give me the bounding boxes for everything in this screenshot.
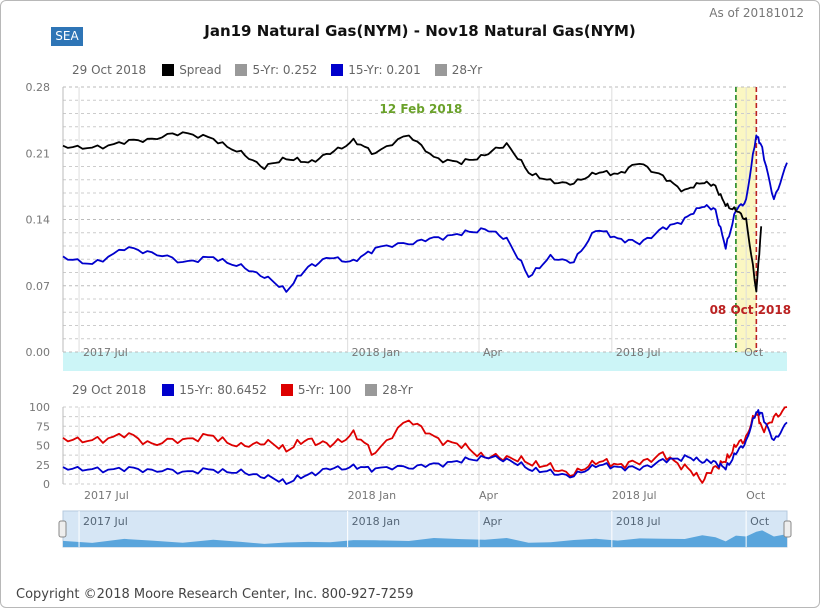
- legend-item-15yr-seasonal[interactable]: 15-Yr: 80.6452: [162, 383, 267, 397]
- bottom-legend: 29 Oct 2018 15-Yr: 80.6452 5-Yr: 100 28-…: [72, 382, 427, 398]
- legend-label: 15-Yr: 80.6452: [179, 383, 267, 397]
- navigator-tick-label: 2018 Jan: [352, 515, 400, 528]
- legend-item-28yr-seasonal[interactable]: 28-Yr: [365, 383, 413, 397]
- series-15yr-seasonal-line: [62, 409, 788, 485]
- x-tick-label: 2018 Jul: [612, 489, 657, 502]
- legend-swatch: [162, 384, 175, 396]
- navigator-tick-label: 2018 Jul: [616, 515, 661, 528]
- legend-label: 28-Yr: [382, 383, 413, 397]
- y-tick-label: 0.14: [26, 214, 51, 227]
- top-legend: 29 Oct 2018 Spread 5-Yr: 0.252 15-Yr: 0.…: [72, 62, 496, 78]
- navigator-area: [63, 530, 787, 547]
- x-tick-label: Oct: [744, 346, 764, 359]
- feb-annotation: 12 Feb 2018: [379, 102, 462, 116]
- navigator-tick-label: 2017 Jul: [83, 515, 128, 528]
- x-tick-label: 2018 Jan: [352, 346, 400, 359]
- y-tick-label: 0: [43, 478, 50, 491]
- legend-label: 5-Yr: 100: [297, 383, 352, 397]
- x-tick-label: Apr: [479, 489, 499, 502]
- series-5yr-line: [62, 406, 788, 484]
- top-legend-date: 29 Oct 2018: [72, 63, 147, 77]
- y-tick-label: 0.07: [26, 280, 51, 293]
- x-tick-label: 2017 Jul: [83, 346, 128, 359]
- y-tick-label: 25: [36, 459, 50, 472]
- navigator-right-handle[interactable]: [783, 520, 792, 538]
- legend-swatch: [280, 384, 293, 396]
- y-tick-label: 0.21: [26, 147, 51, 160]
- navigator-tick-label: Apr: [483, 515, 503, 528]
- legend-swatch: [331, 64, 344, 76]
- y-tick-label: 100: [29, 401, 50, 414]
- as-of-date: As of 20181012: [709, 6, 804, 20]
- legend-item-28yr[interactable]: 28-Yr: [434, 63, 483, 77]
- sea-button[interactable]: SEA: [51, 27, 83, 46]
- x-tick-label: Apr: [483, 346, 503, 359]
- zero-band: [63, 352, 787, 371]
- legend-swatch: [365, 384, 378, 396]
- x-tick-label: 2017 Jul: [84, 489, 129, 502]
- legend-label: 15-Yr: 0.201: [348, 63, 421, 77]
- legend-swatch: [162, 64, 175, 76]
- legend-item-15yr[interactable]: 15-Yr: 0.201: [331, 63, 421, 77]
- legend-label: Spread: [179, 63, 222, 77]
- series-spread-line: [62, 131, 763, 293]
- series-15yr-line: [62, 134, 788, 293]
- copyright-text: Copyright ©2018 Moore Research Center, I…: [16, 587, 414, 602]
- navigator-left-handle[interactable]: [58, 520, 67, 538]
- legend-swatch: [235, 64, 248, 76]
- legend-label: 28-Yr: [451, 63, 483, 77]
- legend-item-5yr[interactable]: 5-Yr: 0.252: [235, 63, 317, 77]
- chart-title: Jan19 Natural Gas(NYM) - Nov18 Natural G…: [204, 22, 636, 40]
- navigator-tick-label: Oct: [750, 515, 770, 528]
- x-tick-label: 2018 Jul: [616, 346, 661, 359]
- y-tick-label: 75: [36, 420, 50, 433]
- legend-item-5yr-seasonal[interactable]: 5-Yr: 100: [280, 383, 352, 397]
- oct-annotation: 08 Oct 2018: [710, 303, 792, 317]
- y-tick-label: 0.00: [26, 346, 51, 359]
- x-tick-label: 2018 Jan: [348, 489, 396, 502]
- legend-item-spread[interactable]: Spread: [162, 63, 221, 77]
- y-tick-label: 0.28: [26, 81, 51, 94]
- bottom-legend-date: 29 Oct 2018: [72, 383, 147, 397]
- legend-swatch: [434, 64, 447, 76]
- x-tick-label: Oct: [746, 489, 766, 502]
- legend-label: 5-Yr: 0.252: [252, 63, 318, 77]
- y-tick-label: 50: [36, 440, 50, 453]
